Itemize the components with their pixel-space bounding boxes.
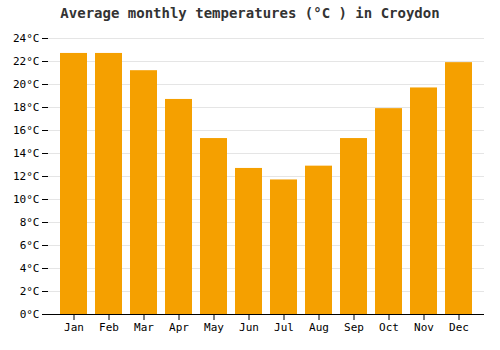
svg-text:12°C: 12°C [13,170,40,183]
svg-text:10°C: 10°C [13,193,40,206]
svg-text:Aug: Aug [309,321,329,334]
svg-text:8°C: 8°C [20,216,40,229]
svg-text:4°C: 4°C [20,262,40,275]
svg-text:Nov: Nov [414,321,434,334]
svg-text:14°C: 14°C [13,147,40,160]
html-text:Average monthly temperatures (: Average monthly temperatures (°C ) in Cr… [60,5,440,21]
svg-text:24°C: 24°C [13,32,40,45]
svg-text:Feb: Feb [99,321,119,334]
svg-text:22°C: 22°C [13,55,40,68]
svg-text:20°C: 20°C [13,78,40,91]
svg-text:Sep: Sep [344,321,364,334]
svg-text:16°C: 16°C [13,124,40,137]
svg-text:Jun: Jun [239,321,259,334]
svg-text:Jan: Jan [64,321,84,334]
svg-text:Dec: Dec [449,321,469,334]
svg-text:Mar: Mar [134,321,154,334]
svg-text:Oct: Oct [379,321,399,334]
svg-text:Jul: Jul [274,321,294,334]
svg-text:Apr: Apr [169,321,189,334]
svg-text:6°C: 6°C [20,239,40,252]
svg-text:18°C: 18°C [13,101,40,114]
svg-text:2°C: 2°C [20,285,40,298]
svg-text:0°C: 0°C [20,308,40,321]
svg-text:May: May [204,321,224,334]
